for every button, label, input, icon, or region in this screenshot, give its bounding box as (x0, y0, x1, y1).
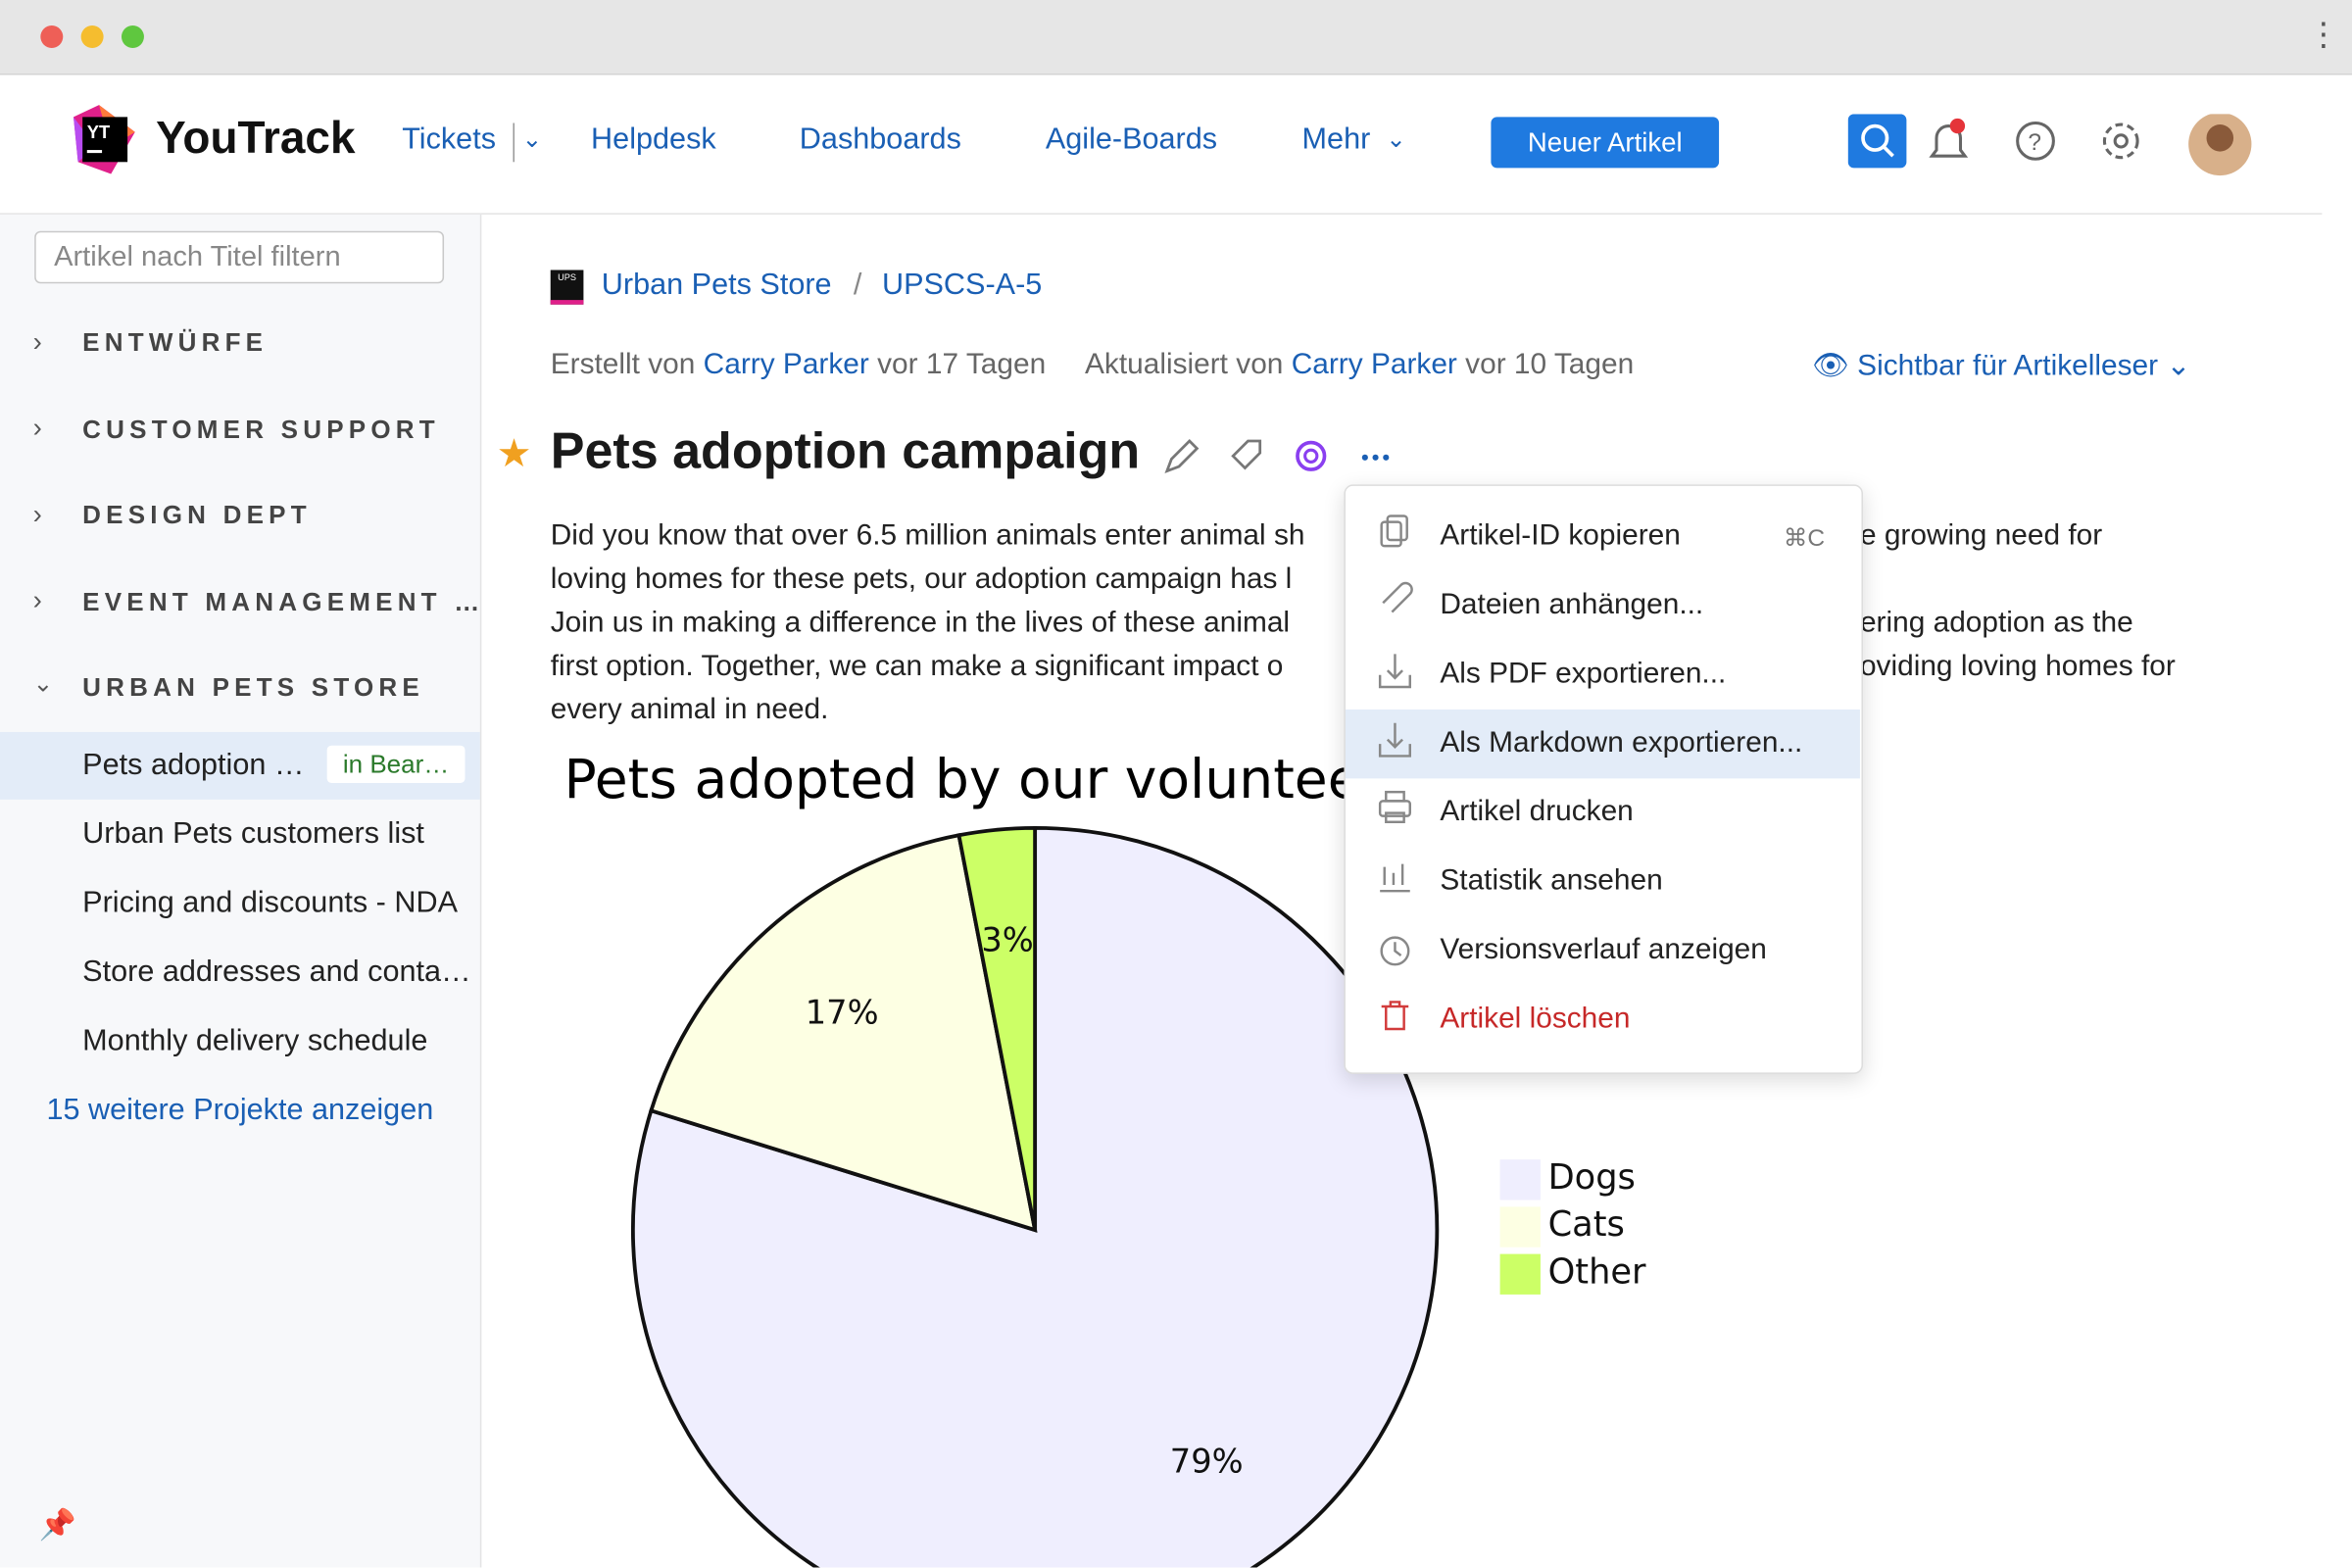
paragraph-line: ering adoption as the (1859, 606, 2133, 640)
meta-text: Erstellt von (550, 348, 696, 381)
paragraph-line: e growing need for (1859, 518, 2103, 553)
status-badge: in Bear… (326, 745, 466, 783)
author-link[interactable]: Carry Parker (1291, 348, 1457, 381)
notifications-button[interactable] (1929, 124, 1969, 158)
project-icon: UPS (550, 270, 584, 305)
paragraph-line: every animal in need. (550, 693, 829, 726)
paragraph-line: Did you know that over 6.5 million anima… (550, 518, 1305, 553)
close-button[interactable] (40, 25, 64, 48)
menu-icons (1378, 514, 1413, 1031)
article-link[interactable]: Pets adoption … (82, 748, 305, 782)
menu-item[interactable]: Artikel löschen (1440, 1002, 1631, 1036)
filter-input[interactable] (34, 230, 445, 284)
legend-label: Other (1548, 1251, 1646, 1292)
visibility-label: Sichtbar für Artikelleser (1857, 349, 2159, 383)
author-link[interactable]: Carry Parker (703, 348, 869, 381)
slice-label: 17% (806, 993, 879, 1031)
more-button[interactable] (1361, 454, 1368, 461)
settings-button[interactable] (2102, 122, 2139, 160)
legend-label: Cats (1548, 1204, 1625, 1245)
menu-item[interactable]: Als Markdown exportieren... (1440, 725, 1803, 760)
menu-shortcut: ⌘C (1783, 526, 1826, 553)
nav-more-chevron[interactable]: ⌄ (1386, 127, 1406, 154)
logo-text[interactable]: YouTrack (156, 114, 356, 164)
group-chevron[interactable]: › (32, 412, 42, 443)
top-nav (0, 75, 2323, 215)
article-link[interactable]: Store addresses and conta… (82, 955, 471, 989)
nav-more[interactable]: Mehr (1301, 122, 1371, 157)
paragraph-line: first option. Together, we can make a si… (550, 649, 1284, 683)
title-bar (0, 0, 2352, 75)
nav-tickets-chevron[interactable]: ⌄ (521, 127, 543, 154)
group-chevron[interactable]: › (32, 326, 42, 358)
legend-swatch (1499, 1206, 1541, 1248)
menu-item[interactable]: Versionsverlauf anzeigen (1440, 933, 1767, 966)
legend-swatch (1499, 1253, 1541, 1295)
menu-item-highlight (1345, 709, 1860, 779)
pie-slice (956, 825, 1038, 1231)
minimize-button[interactable] (80, 25, 104, 48)
logo-icon[interactable]: YT (66, 102, 141, 177)
breadcrumb-id[interactable]: UPSCS-A-5 (881, 268, 1043, 302)
pie-slice (649, 833, 1038, 1233)
menu-item[interactable]: Statistik ansehen (1440, 863, 1663, 898)
meta-text: Aktualisiert von (1085, 348, 1284, 381)
menu-item[interactable]: Artikel-ID kopieren (1440, 518, 1681, 553)
more-projects-link[interactable]: 15 weitere Projekte anzeigen (46, 1093, 434, 1127)
group-chevron[interactable]: › (32, 584, 42, 615)
dropdown-menu (1344, 484, 1864, 1074)
group-label[interactable]: URBAN PETS STORE (82, 673, 424, 703)
nav-divider (513, 122, 514, 163)
legend-swatch (1499, 1159, 1541, 1200)
star-button[interactable]: ★ (496, 430, 532, 476)
meta-text: vor 17 Tagen (877, 348, 1047, 381)
title-actions (1164, 439, 1390, 473)
slice-label: 3% (981, 921, 1033, 959)
menu-item[interactable]: Artikel drucken (1440, 795, 1634, 828)
header-icons: ? (1847, 114, 2252, 176)
group-chevron[interactable]: ⌄ (32, 671, 54, 698)
paragraph-line: oviding loving homes for (1859, 649, 2176, 683)
breadcrumb-project[interactable]: Urban Pets Store (601, 268, 832, 302)
article-link[interactable]: Pricing and discounts - NDA (82, 886, 459, 920)
filter-placeholder: Artikel nach Titel filtern (54, 241, 341, 273)
chart-title: Pets adopted by our volunteers i (564, 748, 1444, 810)
new-article-button[interactable]: Neuer Artikel (1491, 117, 1720, 169)
help-button[interactable] (2016, 121, 2055, 161)
article-title: Pets adoption campaign (550, 422, 1141, 480)
logo-badge: YT (87, 122, 111, 142)
breadcrumb-separator: / (853, 268, 862, 302)
edit-button[interactable] (1164, 439, 1200, 473)
ai-button[interactable] (1296, 440, 1327, 471)
window-menu[interactable]: ⋮ (2307, 15, 2340, 53)
nav-tickets[interactable]: Tickets (402, 122, 497, 157)
legend-label: Dogs (1548, 1157, 1636, 1198)
meta-line: Erstellt von Carry Parker vor 17 Tagen A… (551, 348, 1634, 382)
group-label[interactable]: EVENT MANAGEMENT … (82, 587, 485, 617)
group-label[interactable]: ENTWÜRFE (82, 328, 269, 358)
meta-text: vor 10 Tagen (1465, 348, 1635, 381)
article-link[interactable]: Urban Pets customers list (82, 817, 424, 851)
group-label[interactable]: CUSTOMER SUPPORT (82, 415, 440, 445)
menu-item[interactable]: Als PDF exportieren... (1440, 657, 1727, 691)
pin-button[interactable]: 📌 (38, 1508, 76, 1543)
nav-agile-boards[interactable]: Agile-Boards (1045, 122, 1218, 157)
article-link[interactable]: Monthly delivery schedule (82, 1024, 428, 1058)
visibility-selector[interactable]: 👁 Sichtbar für Artikelleser ⌄ (1811, 349, 2191, 383)
nav-helpdesk[interactable]: Helpdesk (591, 122, 716, 157)
menu-item[interactable]: Dateien anhängen... (1440, 587, 1704, 621)
group-chevron[interactable]: › (32, 499, 42, 530)
zoom-button[interactable] (121, 25, 144, 48)
tag-button[interactable] (1231, 439, 1262, 470)
slice-label: 79% (1170, 1442, 1244, 1480)
nav-dashboards[interactable]: Dashboards (799, 122, 961, 157)
svg-text:?: ? (2028, 129, 2041, 156)
group-label[interactable]: DESIGN DEPT (82, 501, 312, 530)
paragraph-line: loving homes for these pets, our adoptio… (550, 562, 1293, 596)
sidebar (0, 214, 482, 1568)
paragraph-line: Join us in making a difference in the li… (550, 606, 1291, 640)
